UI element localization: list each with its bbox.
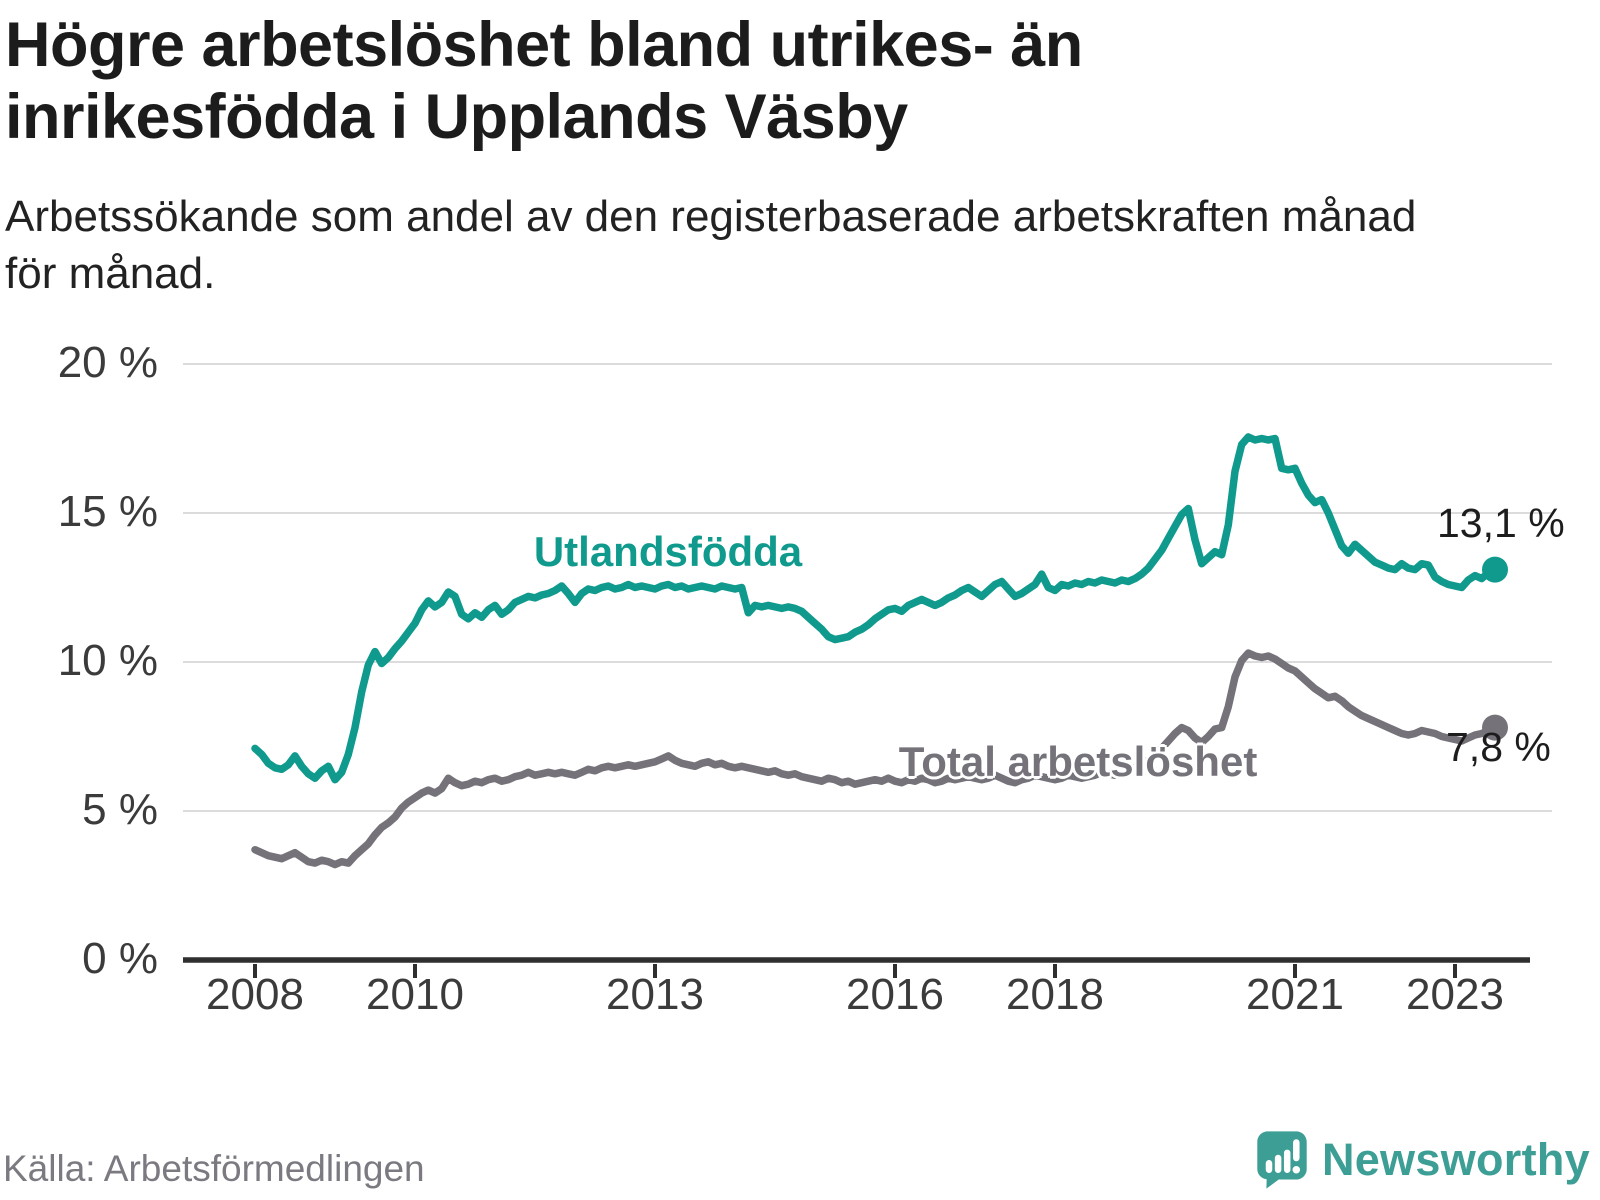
source-note: Källa: Arbetsförmedlingen <box>3 1148 425 1189</box>
page-title-line1: Högre arbetslöshet bland utrikes- än <box>5 10 1083 80</box>
y-axis-tick-label-20: 20 % <box>57 338 158 387</box>
y-axis-tick-label-10: 10 % <box>57 636 158 685</box>
end-value-label-total: 7,8 % <box>1446 724 1551 770</box>
x-axis-tick-label-2023: 2023 <box>1406 970 1504 1019</box>
page-title: Högre arbetslöshet bland utrikes- än inr… <box>5 10 1083 154</box>
x-axis-tick-label-2018: 2018 <box>1006 970 1104 1019</box>
x-axis-tick-label-2008: 2008 <box>206 970 304 1019</box>
series-end-dot-total <box>1482 714 1508 741</box>
chart-subtitle: Arbetssökande som andel av den registerb… <box>5 188 1416 302</box>
series-end-dot-utlandsfodda <box>1482 556 1508 583</box>
x-axis-tick-label-2013: 2013 <box>606 970 704 1019</box>
series-line-total <box>251 649 1499 869</box>
series-label-total-arbetsloshet: Total arbetslöshet <box>898 738 1258 785</box>
series-label-utlandsfodda: Utlandsfödda <box>533 528 803 575</box>
chart-subtitle-line2: för månad. <box>5 249 216 299</box>
y-axis-tick-label-0: 0 % <box>82 934 158 983</box>
end-value-label-utlandsfodda: 13,1 % <box>1437 500 1565 546</box>
newsworthy-logo-icon <box>1256 1130 1308 1190</box>
page-title-line2: inrikesfödda i Upplands Väsby <box>5 81 908 152</box>
y-axis-tick-label-5: 5 % <box>82 785 158 834</box>
newsworthy-logo-text: Newsworthy <box>1321 1134 1590 1185</box>
series-line-utlandsfodda <box>251 433 1499 784</box>
x-axis-tick-label-2016: 2016 <box>846 970 944 1019</box>
newsworthy-logo: Newsworthy <box>1256 1130 1590 1190</box>
x-axis-tick-label-2010: 2010 <box>366 970 464 1019</box>
logo-bubble-shape <box>1257 1131 1307 1189</box>
x-axis-tick-label-2021: 2021 <box>1246 970 1344 1019</box>
chart-subtitle-line1: Arbetssökande som andel av den registerb… <box>5 192 1417 241</box>
y-axis-tick-label-15: 15 % <box>57 487 158 536</box>
